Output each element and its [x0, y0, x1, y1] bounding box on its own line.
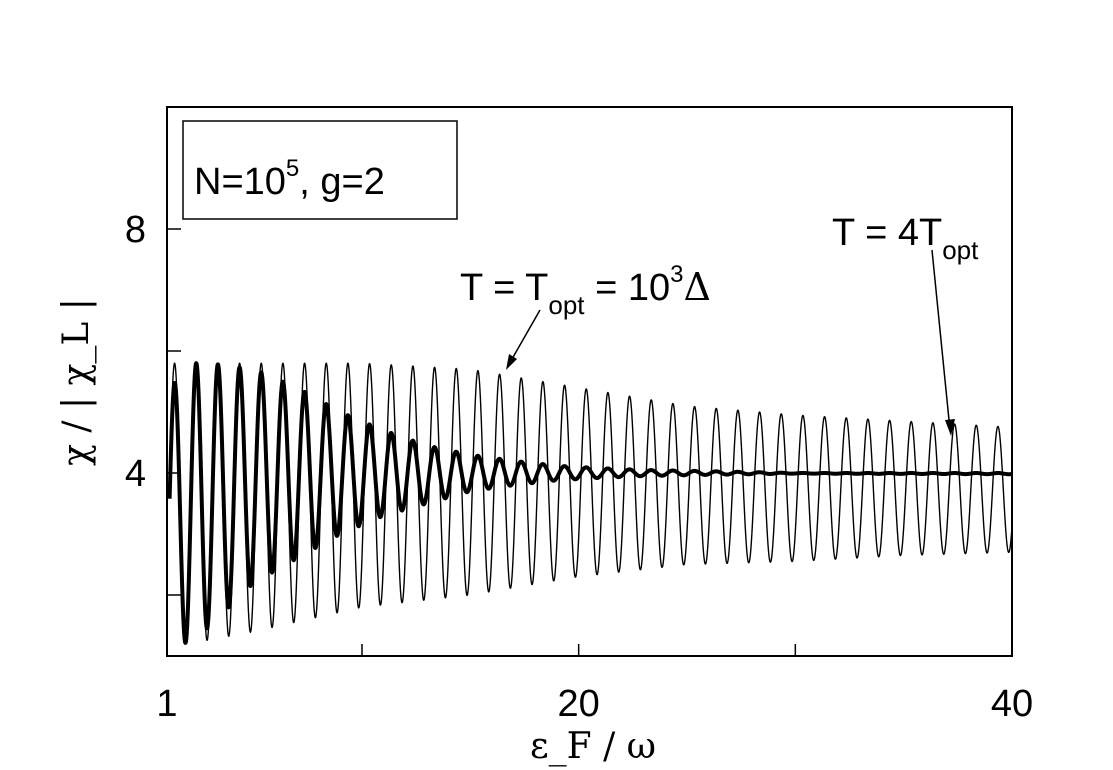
annotation-thick-arrowhead [506, 354, 517, 370]
annotation-thick: T = Topt = 103Δ [460, 261, 711, 370]
series-thick-line [167, 361, 1014, 645]
annotation-thin-arrow [931, 249, 951, 431]
x-tick-label-0: 1 [156, 683, 177, 725]
y-axis-title: χ / | χ_L | [56, 298, 97, 466]
annotation-thin: T = 4Topt [832, 212, 979, 436]
plot-frame [166, 106, 1013, 657]
x-axis-title: ε_F / ω [530, 726, 656, 767]
annotation-thick-text: T = Topt = 103Δ [460, 261, 711, 320]
y-tick-label-3: 8 [125, 209, 146, 251]
legend-text: N=105, g=2 [194, 155, 385, 203]
x-tick-label-2: 20 [558, 683, 600, 725]
legend-frame [182, 120, 458, 220]
annotation-thick-arrow [507, 309, 541, 367]
series-group [167, 361, 1014, 645]
annotation-thin-text: T = 4Topt [832, 212, 979, 265]
y-tick-label-1: 4 [125, 453, 146, 495]
annotation-thin-arrowhead [945, 419, 955, 436]
legend-box: N=105, g=2 [182, 120, 458, 220]
ticks: 1 20 40 4 8 [125, 209, 1033, 725]
x-tick-label-4: 40 [991, 683, 1033, 725]
